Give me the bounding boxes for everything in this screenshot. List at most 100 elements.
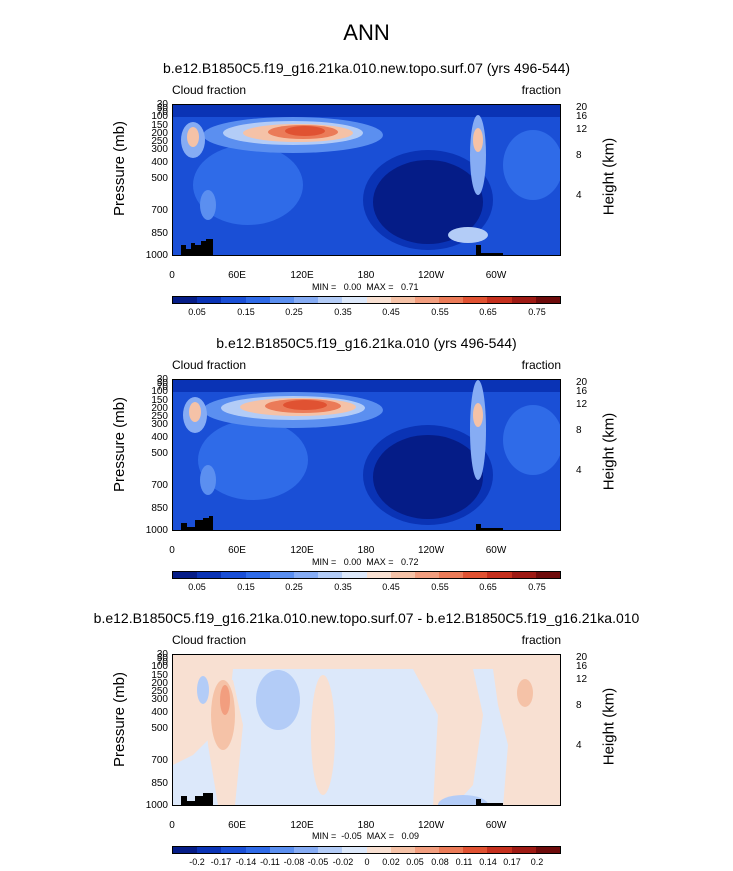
panel-1-left-subtitle: Cloud fraction	[172, 83, 247, 97]
colorbar-swatch-5	[269, 847, 294, 853]
panel-2-contours	[173, 380, 560, 530]
panel-3-y2tick-4: 4	[576, 740, 582, 751]
panel-2-ytick-70: 70	[156, 382, 168, 393]
panel-1-cbar-label-4: 0.35	[334, 307, 352, 317]
panel-2-cbar-label-5: 0.45	[382, 582, 400, 592]
panel-2-ytick-150: 150	[151, 395, 168, 406]
panel-3-cbar-label-6: -0.05	[307, 857, 329, 867]
panel-1-ytick-30: 30	[156, 99, 168, 110]
panel-1-cbar-label-5: 0.45	[382, 307, 400, 317]
panel-1-ytick-100: 100	[151, 111, 168, 122]
colorbar-swatch-14	[487, 847, 512, 853]
colorbar-swatch-15	[511, 847, 536, 853]
colorbar-swatch-3	[221, 572, 246, 578]
panel-2-y2tick-20: 20	[576, 377, 588, 388]
panel-1-plot	[172, 104, 561, 256]
colorbar-swatch-10	[390, 297, 415, 303]
panel-2-y2tick-12: 12	[576, 399, 588, 410]
colorbar-swatch-12	[439, 297, 464, 303]
panel-1-ytick-500: 500	[151, 173, 168, 184]
panel-1-xtick-60e: 60E	[228, 270, 246, 281]
panel-2-ytick-300: 300	[151, 419, 168, 430]
panel-2-xtick-0: 0	[169, 545, 175, 556]
panel-3-ytick-100: 100	[151, 661, 168, 672]
panel-3-xtick-60w: 60W	[485, 820, 507, 831]
colorbar-swatch-10	[390, 572, 415, 578]
panel-2-xtick-60w: 60W	[485, 545, 507, 556]
colorbar-swatch-7	[318, 847, 343, 853]
panel-1-ytick-700: 700	[151, 205, 168, 216]
colorbar-swatch-4	[245, 297, 270, 303]
colorbar-swatch-2	[197, 572, 222, 578]
panel-3-colorbar	[172, 846, 561, 854]
panel-3-left-subtitle: Cloud fraction	[172, 633, 247, 647]
panel-1-ytick-1000: 1000	[145, 250, 168, 261]
panel-3-y2tick-16: 16	[576, 661, 588, 672]
panel-1-cbar-label-7: 0.65	[479, 307, 497, 317]
panel-2-title: b.e12.B1850C5.f19_g16.21ka.010 (yrs 496-…	[216, 335, 517, 351]
panel-2-xtick-120w: 120W	[417, 545, 445, 556]
colorbar-swatch-2	[197, 847, 222, 853]
panel-3-contours	[173, 655, 560, 805]
panel-3-y2tick-20: 20	[576, 652, 588, 663]
panel-3-cbar-label-10: 0.05	[406, 857, 424, 867]
colorbar-swatch-12	[439, 572, 464, 578]
panel-3-cbar-label-9: 0.02	[382, 857, 400, 867]
colorbar-swatch-11	[414, 297, 440, 303]
panel-3-ylabel: Pressure (mb)	[111, 671, 129, 768]
panel-3-cbar-label-8: 0	[364, 857, 370, 867]
colorbar-swatch-6	[293, 847, 319, 853]
colorbar-swatch-1	[173, 847, 198, 853]
panel-2-ytick-850: 850	[151, 503, 168, 514]
colorbar-swatch-16	[535, 297, 560, 303]
panel-2-ytick-100: 100	[151, 386, 168, 397]
panel-1-minmax: MIN = 0.00 MAX = 0.71	[312, 282, 419, 292]
panel-2-ytick-1000: 1000	[145, 525, 168, 536]
colorbar-swatch-15	[511, 572, 536, 578]
panel-2-y2tick-16: 16	[576, 386, 588, 397]
panel-2-cbar-label-8: 0.75	[528, 582, 546, 592]
panel-3-ytick-30: 30	[156, 649, 168, 660]
panel-1-ylabel: Pressure (mb)	[111, 120, 129, 217]
panel-3-cbar-label-3: -0.14	[235, 857, 257, 867]
panel-2-right-subtitle: fraction	[521, 358, 561, 372]
panel-1-ytick-200: 200	[151, 128, 168, 139]
colorbar-swatch-16	[535, 572, 560, 578]
panel-1-y2tick-12: 12	[576, 124, 588, 135]
panel-1-ytick-400: 400	[151, 157, 168, 168]
colorbar-swatch-9	[366, 847, 391, 853]
colorbar-swatch-15	[511, 297, 536, 303]
colorbar-swatch-11	[414, 847, 440, 853]
colorbar-swatch-5	[269, 572, 294, 578]
colorbar-swatch-8	[342, 847, 367, 853]
colorbar-swatch-6	[293, 572, 319, 578]
panel-3-right-subtitle: fraction	[521, 633, 561, 647]
panel-1-ytick-300: 300	[151, 144, 168, 155]
colorbar-swatch-7	[318, 297, 343, 303]
panel-3-ytick-200: 200	[151, 678, 168, 689]
panel-3-xtick-120e: 120E	[290, 820, 314, 831]
panel-3-cbar-label-15: 0.2	[530, 857, 544, 867]
panel-1-xtick-120w: 120W	[417, 270, 445, 281]
panel-1-ytick-850: 850	[151, 228, 168, 239]
panel-3-cbar-label-11: 0.08	[431, 857, 449, 867]
panel-1-ytick-250: 250	[151, 136, 168, 147]
colorbar-swatch-11	[414, 572, 440, 578]
colorbar-swatch-13	[463, 847, 488, 853]
panel-2-ylabel: Pressure (mb)	[111, 396, 129, 493]
colorbar-swatch-4	[245, 572, 270, 578]
panel-1-ytick-50: 50	[156, 103, 168, 114]
panel-3-cbar-label-1: -0.2	[189, 857, 205, 867]
panel-3-cbar-label-5: -0.08	[283, 857, 305, 867]
panel-1-xtick-60w: 60W	[485, 270, 507, 281]
panel-2-ytick-250: 250	[151, 411, 168, 422]
panel-1-y2tick-8: 8	[576, 150, 582, 161]
figure-title: ANN	[343, 20, 390, 45]
colorbar-swatch-14	[487, 297, 512, 303]
panel-1-ytick-70: 70	[156, 107, 168, 118]
panel-3-xtick-0: 0	[169, 820, 175, 831]
panel-1-xtick-120e: 120E	[290, 270, 314, 281]
panel-3-minmax: MIN = -0.05 MAX = 0.09	[312, 831, 420, 841]
panel-2-cbar-label-3: 0.25	[285, 582, 303, 592]
panel-2-ytick-30: 30	[156, 374, 168, 385]
